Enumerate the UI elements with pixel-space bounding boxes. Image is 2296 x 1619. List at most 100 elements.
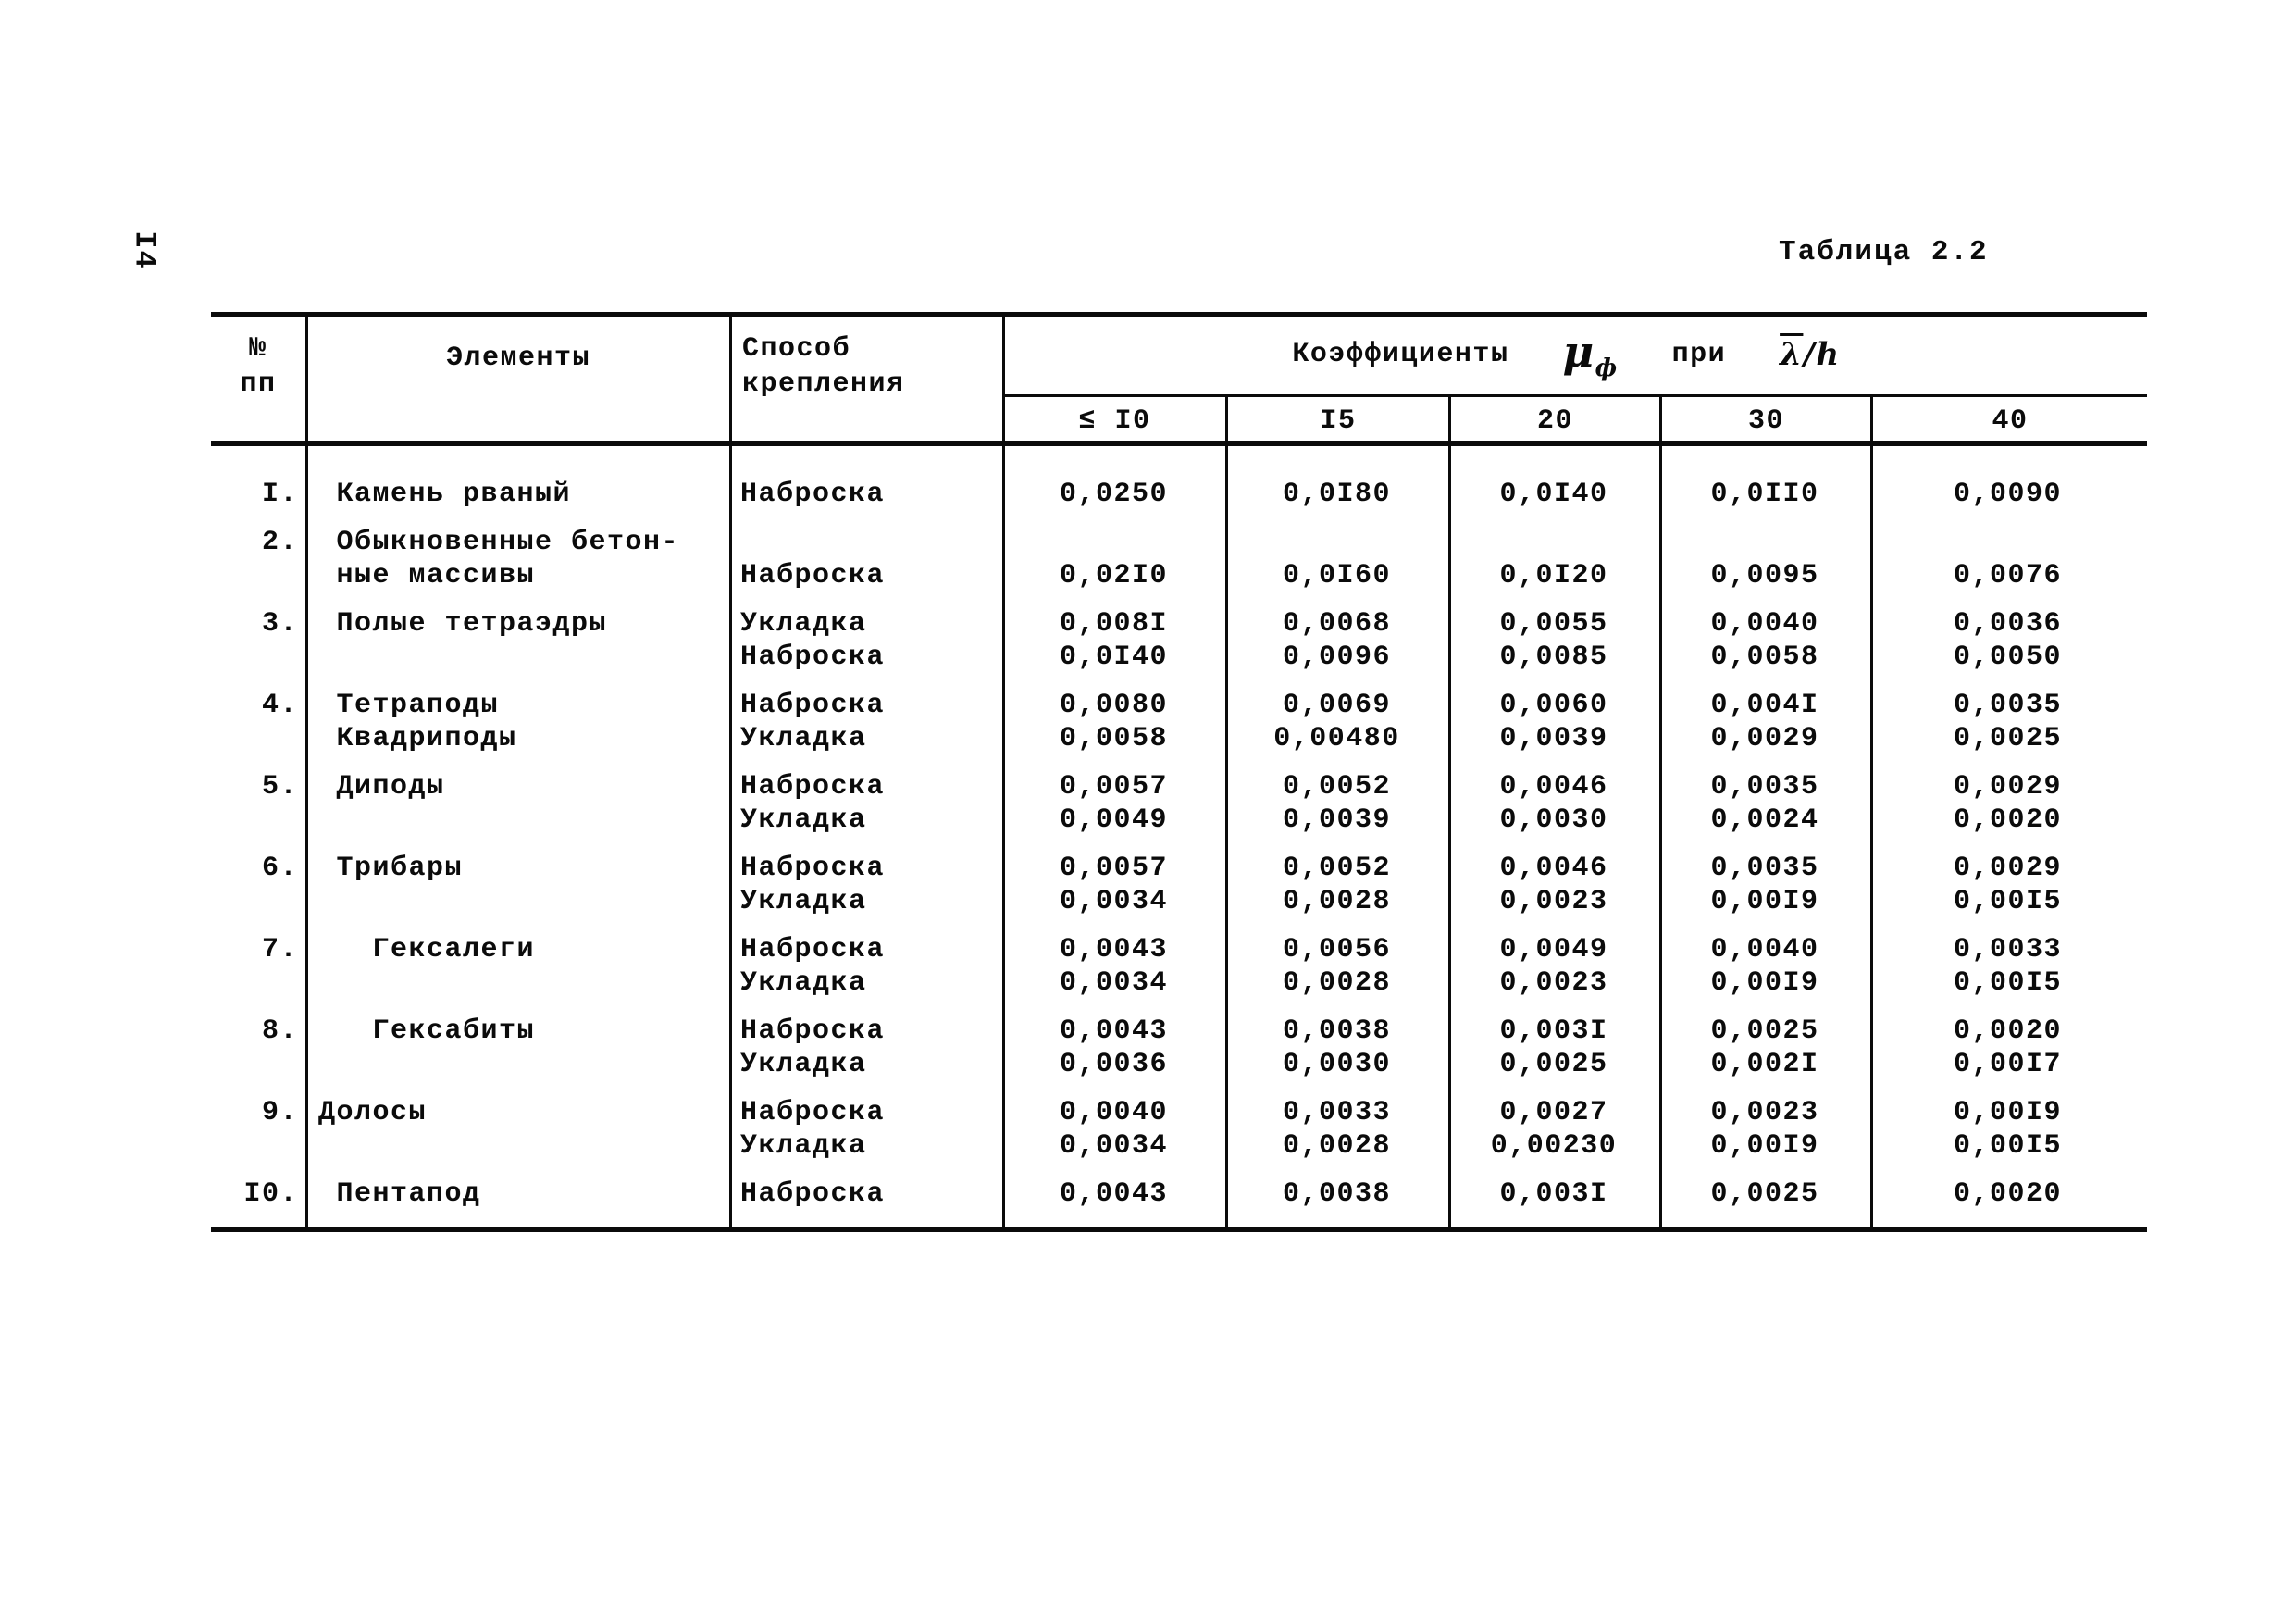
row-group: Наброска: [729, 1177, 1002, 1211]
row-group: Диподы: [305, 770, 729, 837]
page-number: I4: [127, 230, 162, 270]
cell-no: [211, 559, 305, 592]
cell-value: 0,00230: [1490, 1130, 1618, 1162]
header-method: Способ крепления: [742, 331, 1001, 402]
row-group: Камень рваный: [305, 478, 729, 511]
row-group: Наброска Укладка: [729, 1015, 1002, 1081]
row-group: 0,0I60: [1225, 526, 1448, 592]
row-group: Наброска Укладка: [729, 1096, 1002, 1163]
row-group: 0,0056 0,0028: [1225, 933, 1448, 1000]
table-border-bottom: [211, 1227, 2147, 1232]
cell-method: Укладка: [740, 723, 867, 754]
cell-value: 0,0033: [1282, 1097, 1392, 1128]
header-no-line2: пп: [240, 368, 277, 400]
cell-value: [1002, 526, 1225, 559]
divider-col30-col40: [1870, 396, 1873, 1229]
divider-col20-col30: [1659, 396, 1662, 1229]
cell-value: 0,0025: [1710, 1178, 1819, 1210]
cell-value: 0,0095: [1710, 560, 1819, 592]
cell-value: 0,0043: [1059, 1015, 1169, 1047]
row-group: Наброска Укладка: [729, 933, 1002, 1000]
cell-method: [729, 526, 1002, 559]
cell-no: [211, 966, 305, 1000]
cell-no: 4.: [261, 690, 298, 721]
cell-no: 5.: [261, 771, 298, 803]
table-body: I. 2. 3. 4. 5. 6. 7. 8. 9. I0. Камень рваный Обык…: [211, 446, 2147, 1227]
cell-no: I0.: [243, 1178, 298, 1210]
cell-value: 0,0060: [1499, 690, 1608, 721]
column-coeff-15: 0,0I80 0,0I60 0,0068 0,0096 0,0069 0,00480 0,0…: [1225, 446, 1448, 1227]
cell-value: 0,0049: [1499, 934, 1608, 965]
cell-value: 0,0027: [1499, 1097, 1608, 1128]
row-group: 0,0023 0,00I9: [1659, 1096, 1870, 1163]
cell-no: 6.: [261, 853, 298, 884]
row-group: I.: [211, 478, 305, 511]
row-group: 0,0I80: [1225, 478, 1448, 511]
cell-method: Наброска: [740, 853, 886, 884]
cell-value: [1448, 526, 1659, 559]
cell-value: 0,0023: [1710, 1097, 1819, 1128]
cell-value: 0,0I80: [1282, 479, 1392, 510]
row-group: 0,0043: [1002, 1177, 1225, 1211]
row-group: 0,0057 0,0049: [1002, 770, 1225, 837]
subheader-20: 20: [1536, 405, 1573, 437]
cell-value: 0,0046: [1499, 853, 1608, 884]
row-group: 0,008I 0,0I40: [1002, 607, 1225, 674]
cell-value: 0,0039: [1282, 804, 1392, 836]
cell-value: 0,0025: [1953, 723, 2063, 754]
divider-col10-col15: [1225, 396, 1228, 1229]
cell-method: Укладка: [740, 608, 867, 640]
row-group: 0,0025 0,002I: [1659, 1015, 1870, 1081]
cell-value: 0,00I9: [1710, 1130, 1819, 1162]
cell-element: Квадриподы: [318, 723, 517, 754]
row-group: Долосы: [305, 1096, 729, 1163]
cell-method: Укладка: [740, 1049, 867, 1080]
cell-value: 0,0025: [1499, 1049, 1608, 1080]
row-group: 0,0033 0,00I5: [1870, 933, 2145, 1000]
cell-value: 0,0058: [1059, 723, 1169, 754]
cell-element: Долосы: [318, 1097, 428, 1128]
cell-no: I.: [261, 479, 298, 510]
cell-value: 0,0049: [1059, 804, 1169, 836]
row-group: Наброска: [729, 478, 1002, 511]
cell-method: Укладка: [740, 804, 867, 836]
row-group: 0,0080 0,0058: [1002, 689, 1225, 755]
row-group: 0,0043 0,0034: [1002, 933, 1225, 1000]
row-group: 0,0035 0,00I9: [1659, 852, 1870, 918]
row-group: Наброска Укладка: [729, 852, 1002, 918]
row-group: 4.: [211, 689, 305, 755]
row-group: 0,02I0: [1002, 526, 1225, 592]
column-coeff-40: 0,0090 0,0076 0,0036 0,0050 0,0035 0,0025 0,00…: [1870, 446, 2145, 1227]
cell-value: 0,0038: [1282, 1178, 1392, 1210]
cell-method: Наброска: [740, 690, 886, 721]
row-group: Трибары: [305, 852, 729, 918]
row-group: 6.: [211, 852, 305, 918]
row-group: 0,0I40: [1448, 478, 1659, 511]
row-group: 7.: [211, 933, 305, 1000]
cell-element: Диподы: [318, 771, 445, 803]
header-coefficients: Коэффициенты μф при λ/h: [1004, 315, 2128, 394]
row-group: 0,0029 0,0020: [1870, 770, 2145, 837]
cell-value: 0,0035: [1953, 690, 2063, 721]
column-no: I. 2. 3. 4. 5. 6. 7. 8. 9. I0.: [211, 446, 305, 1227]
row-group: 0,0043 0,0036: [1002, 1015, 1225, 1081]
row-group: Гексабиты: [305, 1015, 729, 1081]
cell-value: 0,0033: [1953, 934, 2063, 965]
cell-no: [211, 641, 305, 674]
cell-value: 0,00I9: [1953, 1097, 2063, 1128]
row-group: Обыкновенные бетон- ные массивы: [305, 526, 729, 592]
cell-value: 0,00I9: [1710, 886, 1819, 917]
cell-method: Наброска: [740, 479, 886, 510]
cell-value: [1225, 526, 1448, 559]
cell-value: 0,02I0: [1059, 560, 1169, 592]
cell-value: 0,0040: [1710, 934, 1819, 965]
subheader-40: 40: [1992, 405, 2029, 437]
cell-no: 2.: [261, 527, 298, 558]
cell-no: [211, 1048, 305, 1081]
row-group: Наброска Укладка: [729, 770, 1002, 837]
row-group: 0,0052 0,0039: [1225, 770, 1448, 837]
cell-value: [1659, 526, 1870, 559]
cell-element: Гексалеги: [318, 934, 536, 965]
cell-value: 0,0050: [1953, 641, 2063, 673]
cell-value: 0,0035: [1710, 771, 1819, 803]
